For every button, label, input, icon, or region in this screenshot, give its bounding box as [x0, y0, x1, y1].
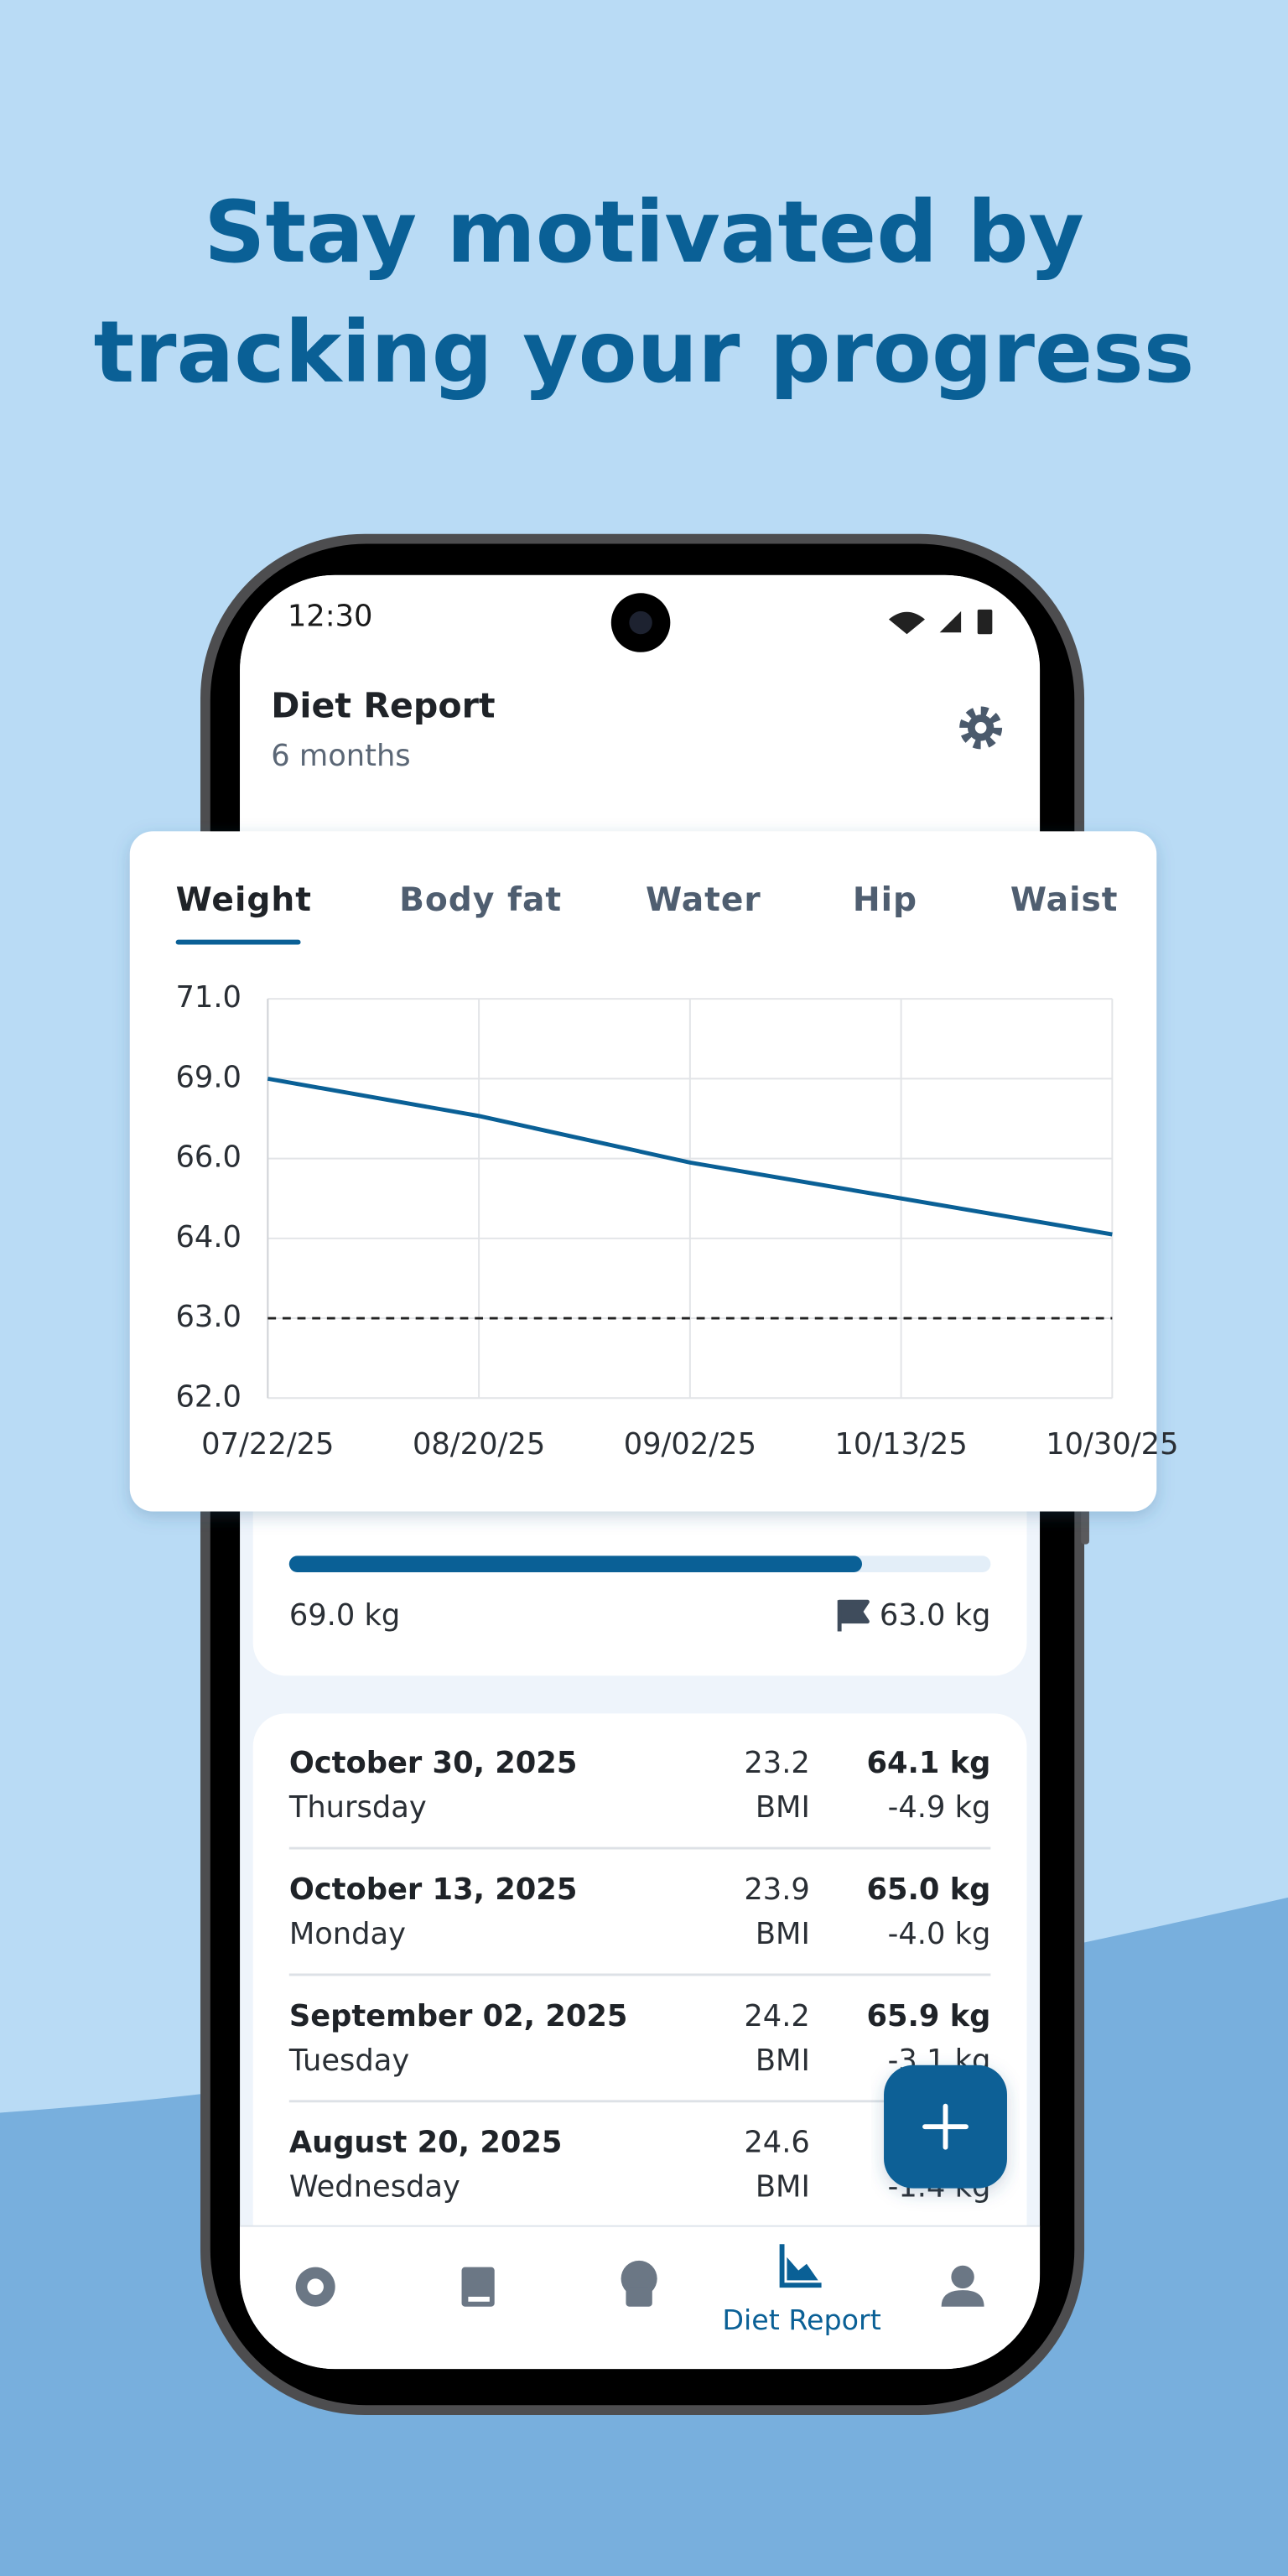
y-tick-label: 71.0: [176, 980, 242, 1015]
header-subtitle: 6 months: [271, 739, 410, 773]
y-tick-label: 63.0: [176, 1300, 242, 1334]
entry-change: -4.9 kg: [888, 1790, 991, 1825]
nav-diary[interactable]: [461, 2267, 495, 2307]
nav-report[interactable]: [779, 2244, 822, 2288]
entry-bmi: 24.6: [744, 2126, 810, 2160]
x-tick-label: 10/30/25: [1046, 1427, 1178, 1462]
y-tick-label: 62.0: [176, 1379, 242, 1414]
nav-icon-axes: [779, 2244, 822, 2288]
entry-bmi-label: BMI: [756, 2044, 810, 2078]
entry-date: August 20, 2025: [289, 2126, 563, 2160]
y-tick-label: 66.0: [176, 1140, 242, 1175]
gear-teeth: [959, 706, 1003, 750]
entry-bmi-label: BMI: [756, 2170, 810, 2205]
entry-date: October 30, 2025: [289, 1746, 578, 1780]
entry-day: Tuesday: [288, 2044, 409, 2078]
settings-icon[interactable]: [959, 706, 1003, 750]
entry-bmi: 23.9: [744, 1872, 810, 1907]
x-tick-label: 07/22/25: [201, 1427, 334, 1462]
nav-icon-line: [468, 2296, 490, 2302]
entry-day: Wednesday: [289, 2170, 460, 2205]
entry-weight: 64.1 kg: [866, 1746, 990, 1780]
entries-card: [252, 1713, 1027, 2272]
nav-icon: [787, 2257, 818, 2281]
progress-fill: [288, 1555, 863, 1572]
nav-icon-head: [951, 2265, 974, 2289]
entry-day: Monday: [289, 1917, 406, 1951]
nav-dashboard[interactable]: [295, 2267, 335, 2307]
tab[interactable]: Body fat: [399, 881, 562, 919]
entry-day: Thursday: [288, 1790, 427, 1825]
entry-bmi-label: BMI: [756, 1917, 810, 1951]
header-title: Diet Report: [271, 685, 495, 725]
tabs: Weight Body fat Water Hip Waist: [176, 881, 1119, 919]
entry-bmi: 23.2: [744, 1746, 810, 1780]
status-time: 12:30: [288, 600, 373, 634]
nav-recipes[interactable]: [621, 2260, 657, 2307]
headline: tracking your progress: [94, 303, 1195, 402]
tab[interactable]: Weight: [176, 881, 312, 919]
entry-weight: 65.9 kg: [866, 1999, 990, 2033]
nav-icon-hole: [307, 2278, 324, 2295]
y-tick-label: 69.0: [176, 1060, 242, 1094]
nav-active-label: Diet Report: [722, 2303, 880, 2336]
entry-weight: 65.0 kg: [866, 1872, 990, 1907]
x-tick-label: 10/13/25: [834, 1427, 967, 1462]
entry-change: -4.0 kg: [888, 1917, 991, 1951]
nav-icon-body: [941, 2290, 984, 2307]
tab[interactable]: Waist: [1010, 881, 1119, 919]
x-tick-label: 08/20/25: [413, 1427, 545, 1462]
entry-bmi-label: BMI: [756, 1790, 810, 1825]
tab[interactable]: Hip: [853, 881, 917, 919]
nav-icon-base: [626, 2287, 652, 2307]
camera-lens: [629, 610, 652, 635]
progress-goal: 63.0 kg: [880, 1598, 990, 1633]
headline: Stay motivated by: [204, 183, 1084, 283]
progress: [288, 1555, 863, 1572]
weight-line: [267, 1076, 1113, 1237]
goal-flag-icon: [837, 1599, 870, 1632]
entry-date: October 13, 2025: [289, 1872, 578, 1907]
chart-card: [129, 831, 1157, 1512]
nav-profile[interactable]: [941, 2265, 984, 2307]
chart: 71.0 69.0 66.0 64.0 63.0 62.0 07/22/25 08/20/25…: [176, 980, 1179, 1462]
x-tick-label: 09/02/25: [624, 1427, 756, 1462]
progress-start: 69.0 kg: [289, 1598, 400, 1633]
tab[interactable]: Water: [646, 881, 761, 919]
add-icon: [922, 2103, 969, 2150]
tab-indicator: [175, 939, 301, 945]
wifi-icon: [888, 611, 926, 635]
entry-bmi: 24.2: [744, 1999, 810, 2033]
entry-date: September 02, 2025: [289, 1999, 628, 2033]
y-tick-label: 64.0: [176, 1220, 242, 1254]
gear-hole: [974, 722, 987, 734]
battery-icon: [977, 609, 993, 635]
